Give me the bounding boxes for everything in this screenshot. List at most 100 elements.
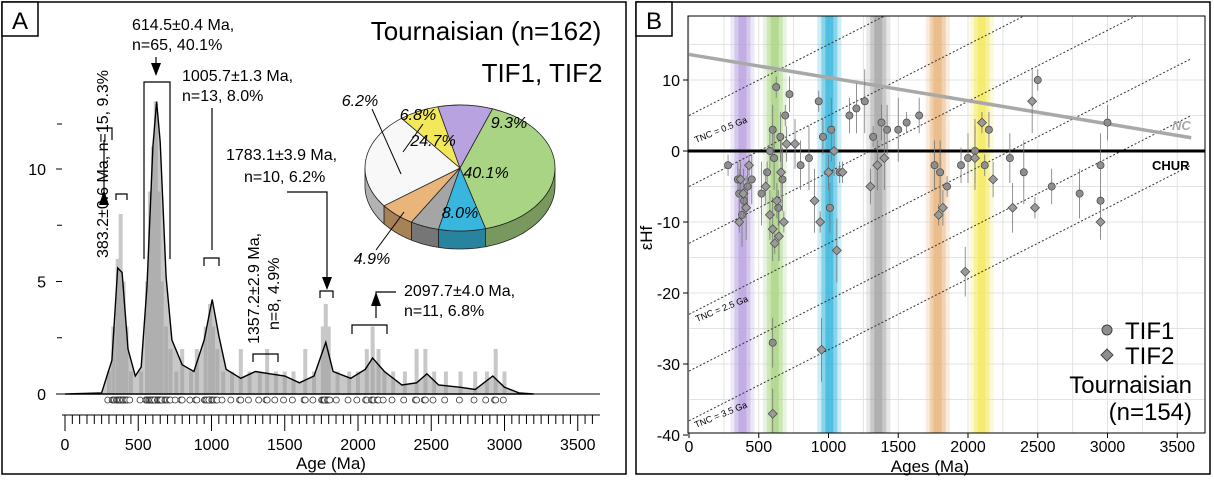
y-tick-label: 10 bbox=[662, 73, 680, 90]
point-tif1 bbox=[943, 182, 952, 191]
point-tif1 bbox=[1033, 76, 1042, 84]
point-tif2 bbox=[767, 408, 778, 419]
point-tif1 bbox=[796, 161, 805, 170]
peak-label-2097-l1: 2097.7±4.0 Ma, bbox=[404, 283, 515, 300]
age-dot bbox=[332, 396, 340, 404]
caption-line1: Tournaisian bbox=[1069, 372, 1192, 399]
plot-border bbox=[687, 15, 1206, 434]
point-tif2 bbox=[976, 117, 987, 128]
y-tick-group: 0 5 10 bbox=[28, 123, 62, 404]
peak-label-1783-l2: n=10, 6.2% bbox=[244, 169, 325, 186]
point-tif2 bbox=[933, 209, 944, 220]
peak-label-1357-l1: 1357.2±2.9 Ma, bbox=[246, 233, 263, 344]
panel-b: B 0 500 1000 1500 2000 2500 3000 3500 10 0 -10 -20… bbox=[635, 1, 1211, 476]
point-tif1 bbox=[772, 83, 781, 92]
point-tif1 bbox=[781, 111, 790, 120]
point-tif1 bbox=[738, 210, 746, 219]
x-tick-label: 2000 bbox=[340, 437, 376, 454]
age-dot bbox=[237, 396, 245, 404]
point-tif1 bbox=[915, 111, 924, 120]
point-tif2 bbox=[776, 167, 787, 178]
y-tick-label: -40 bbox=[657, 428, 680, 445]
x-tick-labels: 0 500 1000 1500 2000 2500 3000 3500 bbox=[61, 437, 596, 454]
point-tif1 bbox=[814, 97, 823, 106]
age-band bbox=[770, 16, 779, 433]
point-tif1 bbox=[818, 132, 827, 141]
point-tif2 bbox=[865, 181, 876, 192]
age-dot bbox=[309, 396, 317, 404]
caption-line2: (n=154) bbox=[1109, 399, 1192, 426]
pie-leader-6-8 bbox=[402, 123, 424, 153]
x-tick-label: 1000 bbox=[194, 437, 230, 454]
x-tick-label: 500 bbox=[745, 439, 772, 456]
x-tick-labels: 0 500 1000 1500 2000 2500 3000 3500 bbox=[685, 433, 1195, 456]
point-tif2 bbox=[1095, 217, 1106, 227]
x-axis-label: Ages (Ma) bbox=[891, 457, 969, 476]
age-dot bbox=[326, 396, 334, 404]
pie-label-8: 8.0% bbox=[442, 205, 478, 222]
point-tif2 bbox=[815, 217, 826, 227]
age-dot bbox=[255, 396, 263, 404]
point-tif1 bbox=[765, 147, 774, 155]
peak-arrow-2097 bbox=[371, 292, 381, 306]
age-dot bbox=[301, 396, 309, 404]
point-tif1 bbox=[984, 125, 993, 134]
point-tif1 bbox=[757, 189, 766, 198]
point-tif1 bbox=[743, 182, 752, 191]
histogram-bar bbox=[265, 349, 270, 394]
age-dots bbox=[104, 396, 507, 404]
pie-chart bbox=[364, 104, 556, 250]
age-band bbox=[977, 16, 986, 433]
histogram-bar bbox=[402, 371, 407, 394]
point-tif1 bbox=[774, 203, 783, 212]
point-tif1 bbox=[883, 125, 892, 134]
point-tif1 bbox=[936, 168, 945, 177]
y-tick-label: -30 bbox=[657, 357, 680, 374]
legend: TIF1 TIF2 Tournaisian (n=154) bbox=[1069, 318, 1192, 426]
point-tif2 bbox=[829, 146, 840, 156]
plot-area bbox=[688, 16, 1205, 433]
point-tif1 bbox=[778, 175, 787, 184]
peak-pointer-1783 bbox=[287, 191, 328, 280]
point-tif2 bbox=[1029, 202, 1040, 213]
peak-label-1005-l1: 1005.7±1.3 Ma, bbox=[182, 68, 293, 85]
point-tif1 bbox=[1047, 182, 1056, 191]
point-tif2 bbox=[879, 153, 890, 164]
age-dot bbox=[288, 396, 296, 404]
panel-b-label-box bbox=[635, 1, 673, 37]
legend-marker-tif2 bbox=[1100, 348, 1114, 362]
y-tick-label: -10 bbox=[657, 215, 680, 232]
panel-a: A 0 500 1000 1500 2000 2500 3000 3500 Age (Ma) … bbox=[1, 1, 627, 475]
y-tick-label: 5 bbox=[37, 275, 46, 292]
point-tif1 bbox=[877, 118, 886, 127]
point-tif2 bbox=[781, 138, 792, 149]
age-dot bbox=[245, 396, 252, 404]
point-tif1 bbox=[763, 168, 772, 177]
tnc-line bbox=[688, 16, 886, 116]
point-tif2 bbox=[778, 217, 789, 227]
panel-a-title: Tournaisian (n=162) bbox=[371, 16, 602, 46]
peak-bracket-1783 bbox=[319, 290, 334, 298]
peak-label-614-l2: n=65, 40.1% bbox=[132, 37, 222, 54]
x-axis-label: Age (Ma) bbox=[296, 454, 366, 473]
density-curve bbox=[64, 101, 534, 395]
point-tif1 bbox=[827, 125, 836, 134]
point-tif1 bbox=[1019, 168, 1028, 177]
data-points bbox=[724, 69, 1112, 433]
x-tick-label: 0 bbox=[685, 439, 694, 456]
peak-label-1357-l2: n=8, 4.9% bbox=[266, 258, 283, 331]
age-dot bbox=[126, 396, 134, 404]
age-dot bbox=[455, 396, 463, 404]
point-tif2 bbox=[773, 231, 784, 242]
age-dot bbox=[499, 396, 507, 404]
pie-labels: 40.1% 8.0% 4.9% 6.2% 24.7% 6.8% 9.3% bbox=[342, 93, 527, 268]
point-tif1 bbox=[805, 154, 813, 163]
point-tif2 bbox=[969, 153, 980, 164]
panel-a-frame bbox=[1, 1, 627, 475]
point-tif2 bbox=[831, 245, 842, 256]
point-tif1 bbox=[1096, 196, 1105, 205]
x-tick-label: 500 bbox=[125, 437, 152, 454]
point-tif1 bbox=[1005, 154, 1014, 163]
point-tif1 bbox=[776, 132, 785, 141]
peak-label-1005-l2: n=13, 8.0% bbox=[182, 88, 263, 105]
